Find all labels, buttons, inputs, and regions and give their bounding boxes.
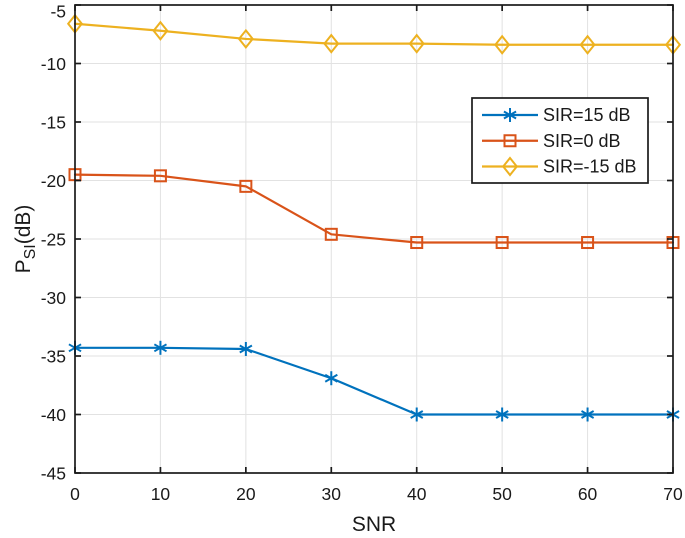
- diamond-shape: [408, 33, 425, 54]
- series-line: [73, 346, 675, 416]
- diamond-shape: [152, 20, 169, 41]
- diamond-shape: [323, 33, 340, 54]
- asterisk-spoke: [239, 344, 253, 354]
- square-shape: [581, 236, 595, 250]
- x-tick-label: 0: [70, 484, 80, 504]
- legend-entry-label: SIR=-15 dB: [543, 157, 637, 177]
- diamond-marker: [237, 28, 254, 50]
- x-tick-label: 40: [407, 484, 427, 504]
- legend-entry-label: SIR=0 dB: [543, 131, 621, 151]
- asterisk-spoke: [153, 343, 167, 353]
- x-axis-label: SNR: [352, 513, 396, 536]
- asterisk-marker: [324, 371, 338, 386]
- square-shape: [153, 169, 167, 183]
- series-line: [73, 22, 675, 46]
- x-tick-label: 50: [492, 484, 512, 504]
- legend: SIR=15 dB SIR=0 dB SIR=-15 dB: [471, 97, 649, 184]
- square-shape: [410, 236, 424, 250]
- series-2: [66, 13, 682, 55]
- asterisk-marker: [503, 108, 517, 122]
- diamond-marker: [501, 156, 519, 177]
- square-marker: [239, 179, 253, 193]
- diamond-marker: [494, 34, 511, 55]
- square-shape: [239, 179, 253, 193]
- y-tick-label: -10: [41, 54, 67, 74]
- y-axis-label: PSI(dB): [12, 205, 39, 274]
- asterisk-spoke: [581, 410, 595, 419]
- legend-entry: SIR=-15 dB: [482, 156, 637, 177]
- y-tick-label: -15: [41, 113, 66, 133]
- square-shape: [503, 134, 517, 148]
- diamond-shape: [501, 156, 519, 177]
- asterisk-marker: [495, 407, 509, 422]
- square-marker: [153, 169, 167, 183]
- y-tick-label: -35: [41, 347, 66, 367]
- chart-root: 0 10 20 30 40 50 60 70 -45 -40 -35 -30 -25 -20 -15 -10 -…: [12, 2, 683, 504]
- y-tick-label: -25: [41, 230, 66, 250]
- y-tick-label: -5: [50, 2, 66, 22]
- series-line: [73, 173, 675, 244]
- diamond-shape: [579, 34, 596, 55]
- y-tick-label: -45: [41, 464, 66, 484]
- y-tick-label: -40: [41, 405, 67, 425]
- x-tick-label: 10: [151, 484, 171, 504]
- legend-entry: SIR=0 dB: [482, 131, 621, 151]
- square-marker: [410, 236, 424, 250]
- square-shape: [324, 227, 338, 241]
- diamond-marker: [579, 34, 596, 55]
- y-tick-label: -30: [41, 288, 67, 308]
- asterisk-marker: [410, 407, 424, 422]
- asterisk-marker: [581, 407, 595, 422]
- tick-labels: 0 10 20 30 40 50 60 70 -45 -40 -35 -30 -25 -20 -15 -10 -…: [41, 2, 683, 504]
- x-tick-label: 70: [663, 484, 683, 504]
- asterisk-spoke: [410, 410, 424, 419]
- x-tick-label: 60: [578, 484, 598, 504]
- legend-entry: SIR=15 dB: [482, 105, 631, 125]
- square-shape: [495, 236, 509, 250]
- diamond-marker: [323, 33, 340, 54]
- diamond-shape: [494, 34, 511, 55]
- legend-entry-label: SIR=15 dB: [543, 105, 631, 125]
- square-marker: [503, 134, 517, 148]
- axes: [74, 4, 674, 474]
- diamond-marker: [408, 33, 425, 54]
- asterisk-marker: [153, 340, 167, 355]
- diamond-shape: [237, 28, 254, 50]
- asterisk-marker: [239, 341, 253, 356]
- square-marker: [324, 227, 338, 241]
- square-marker: [581, 236, 595, 250]
- y-tick-label: -20: [41, 171, 67, 191]
- square-marker: [495, 236, 509, 250]
- x-tick-label: 30: [322, 484, 342, 504]
- asterisk-spoke: [503, 110, 517, 120]
- diamond-marker: [152, 20, 169, 41]
- x-tick-label: 20: [236, 484, 256, 504]
- asterisk-spoke: [495, 410, 509, 419]
- series-0: [68, 340, 680, 422]
- asterisk-spoke: [324, 373, 338, 383]
